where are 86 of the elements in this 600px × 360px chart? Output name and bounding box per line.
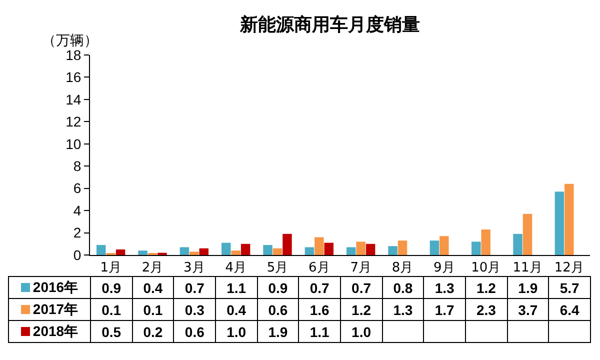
data-label: 0.6	[174, 320, 216, 342]
bar	[199, 248, 209, 255]
y-tick-label: 4	[73, 202, 82, 218]
x-tick-label: 9月	[434, 260, 455, 276]
bar	[356, 242, 366, 255]
data-label: 0.8	[382, 276, 424, 298]
data-label: 1.0	[215, 320, 258, 342]
bar	[96, 245, 106, 255]
bar	[522, 214, 532, 255]
bar	[481, 229, 490, 255]
x-tick-label: 8月	[392, 260, 414, 276]
data-label: 6.4	[548, 298, 590, 320]
y-tick-label: 12	[66, 114, 82, 130]
bar	[190, 252, 199, 255]
bar	[398, 240, 408, 255]
data-label: 0.7	[174, 276, 216, 298]
bar	[324, 242, 334, 255]
data-label: 0.3	[174, 298, 216, 320]
x-tick-label: 4月	[225, 260, 246, 276]
legend-label: 2017年	[8, 298, 90, 320]
data-label: 5.7	[548, 276, 590, 298]
bar	[366, 244, 376, 255]
bar	[138, 250, 148, 255]
data-label: 0.9	[257, 276, 299, 298]
data-label: 0.9	[90, 276, 132, 298]
y-tick-label: 16	[66, 69, 82, 86]
data-label: 1.0	[340, 320, 382, 342]
bar	[440, 236, 449, 255]
legend-label: 2018年	[8, 320, 90, 342]
y-tick-label: 10	[66, 136, 82, 152]
data-label: 1.6	[298, 298, 340, 320]
data-label: 1.9	[257, 320, 299, 342]
x-tick-label: 2月	[142, 260, 164, 276]
data-label: 3.7	[507, 298, 549, 320]
x-tick-label: 3月	[184, 260, 205, 276]
data-label: 1.7	[424, 298, 466, 320]
data-label: 0.4	[132, 276, 174, 298]
data-label: 0.1	[132, 298, 174, 320]
bar	[430, 240, 440, 255]
bar	[221, 242, 231, 255]
bar	[282, 234, 292, 255]
data-label: 0.5	[90, 320, 132, 342]
y-tick-label: 6	[73, 180, 82, 196]
x-tick-label: 6月	[308, 260, 330, 276]
bar	[513, 234, 522, 255]
data-label: 0.7	[340, 276, 382, 298]
bar	[314, 237, 324, 255]
data-label: 0.6	[257, 298, 299, 320]
y-tick-label: 18	[66, 46, 82, 63]
chart-title: 新能源商用车月度销量	[239, 14, 420, 36]
data-label: 0.7	[298, 276, 340, 298]
bar	[231, 250, 240, 255]
y-tick-label: 14	[66, 91, 82, 108]
bar	[564, 184, 574, 255]
x-tick-label: 10月	[471, 260, 501, 276]
y-axis-title: （万辆）	[42, 33, 98, 49]
x-tick-label: 1月	[100, 260, 122, 276]
data-label: 1.3	[382, 298, 424, 320]
y-tick-label: 2	[73, 224, 82, 241]
data-label: 0.4	[215, 298, 258, 320]
data-label: 0.2	[132, 320, 174, 342]
data-label: 0.1	[90, 298, 132, 320]
legend-label: 2016年	[8, 276, 90, 298]
x-tick-label: 12月	[554, 260, 584, 276]
bar	[346, 247, 356, 255]
x-tick-label: 7月	[350, 260, 372, 276]
data-label: 1.9	[507, 276, 549, 298]
bar	[180, 247, 190, 255]
bar	[304, 247, 314, 255]
x-tick-label: 11月	[512, 260, 542, 276]
bar	[471, 242, 481, 255]
data-label: 2.3	[465, 298, 508, 320]
data-label: 1.2	[340, 298, 382, 320]
y-tick-label: 8	[73, 158, 82, 174]
data-label: 1.3	[424, 276, 466, 298]
data-label: 1.2	[465, 276, 508, 298]
bar	[272, 248, 282, 255]
data-label: 1.1	[215, 276, 258, 298]
x-tick-label: 5月	[266, 260, 288, 276]
data-label: 1.1	[298, 320, 340, 342]
bar	[388, 246, 398, 255]
bar	[263, 245, 272, 255]
bar	[116, 249, 126, 255]
y-tick-label: 0	[73, 246, 82, 263]
bar	[554, 192, 564, 255]
bar	[240, 244, 250, 255]
